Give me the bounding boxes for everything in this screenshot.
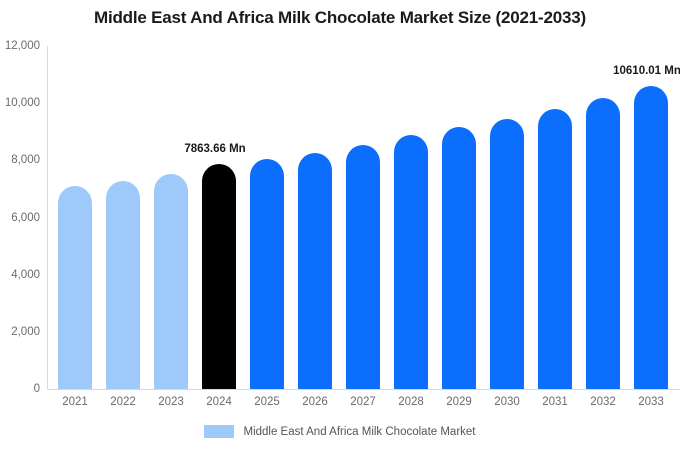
x-axis-tick-label: 2022 bbox=[110, 396, 136, 408]
x-axis-tick-label: 2033 bbox=[638, 396, 664, 408]
x-axis-tick-label: 2025 bbox=[254, 396, 280, 408]
bar[interactable] bbox=[442, 127, 476, 389]
x-axis-tick-label: 2028 bbox=[398, 396, 424, 408]
bar[interactable] bbox=[538, 109, 572, 389]
bar-slot[interactable] bbox=[435, 46, 483, 389]
bar[interactable] bbox=[154, 174, 188, 389]
y-axis-tick-label: 10,000 bbox=[4, 97, 40, 110]
x-axis-tick-label: 2023 bbox=[158, 396, 184, 408]
x-axis-tick-label: 2026 bbox=[302, 396, 328, 408]
bar-slot[interactable] bbox=[243, 46, 291, 389]
bar-value-label: 7863.66 Mn bbox=[184, 143, 246, 156]
bar-slot[interactable] bbox=[387, 46, 435, 389]
chart-title: Middle East And Africa Milk Chocolate Ma… bbox=[94, 8, 586, 27]
bar-slot[interactable] bbox=[291, 46, 339, 389]
bar[interactable] bbox=[250, 159, 284, 389]
y-axis-tick-label: 12,000 bbox=[4, 40, 40, 52]
bar-value-label: 10610.01 Mn bbox=[613, 64, 680, 77]
y-axis-tick-label: 8,000 bbox=[11, 154, 40, 167]
bar[interactable] bbox=[106, 181, 140, 389]
bar-slot[interactable] bbox=[147, 46, 195, 389]
x-axis-tick-label: 2032 bbox=[590, 396, 616, 408]
y-axis-line bbox=[47, 46, 48, 389]
bar-slot[interactable] bbox=[339, 46, 387, 389]
x-axis-tick-label: 2029 bbox=[446, 396, 472, 408]
chart-legend: Middle East And Africa Milk Chocolate Ma… bbox=[0, 425, 680, 438]
bar[interactable] bbox=[394, 134, 428, 389]
bar[interactable] bbox=[58, 185, 92, 389]
y-axis-tick-label: 6,000 bbox=[11, 211, 40, 224]
bar-slot[interactable] bbox=[627, 46, 675, 389]
x-axis-tick-label: 2030 bbox=[494, 396, 520, 408]
bar[interactable] bbox=[202, 164, 236, 389]
bar-series: 7863.66 Mn 10610.01 Mn bbox=[47, 46, 680, 389]
legend-swatch bbox=[204, 425, 235, 438]
bar[interactable] bbox=[490, 119, 524, 389]
x-axis-line bbox=[47, 389, 680, 390]
bar-slot[interactable] bbox=[99, 46, 147, 389]
bar-slot[interactable] bbox=[51, 46, 99, 389]
y-axis-tick-label: 2,000 bbox=[11, 325, 40, 338]
bar-slot[interactable] bbox=[531, 46, 579, 389]
legend-label: Middle East And Africa Milk Chocolate Ma… bbox=[243, 425, 476, 438]
bar-slot[interactable] bbox=[195, 46, 243, 389]
x-axis-tick-label: 2024 bbox=[206, 396, 232, 408]
x-axis-tick-label: 2021 bbox=[62, 396, 88, 408]
bar[interactable] bbox=[346, 144, 380, 389]
bar[interactable] bbox=[634, 85, 668, 389]
x-axis-tick-label: 2027 bbox=[350, 396, 376, 408]
plot-area: 0 2,000 4,000 6,000 8,000 10,000 12,000 7863.6… bbox=[5, 40, 680, 395]
y-axis-tick-label: 4,000 bbox=[11, 268, 40, 281]
bar[interactable] bbox=[298, 153, 332, 389]
x-axis-tick-label: 2031 bbox=[542, 396, 568, 408]
bar[interactable] bbox=[586, 98, 620, 389]
bar-slot[interactable] bbox=[483, 46, 531, 389]
y-axis-tick-label: 0 bbox=[33, 383, 40, 395]
bar-slot[interactable] bbox=[579, 46, 627, 389]
